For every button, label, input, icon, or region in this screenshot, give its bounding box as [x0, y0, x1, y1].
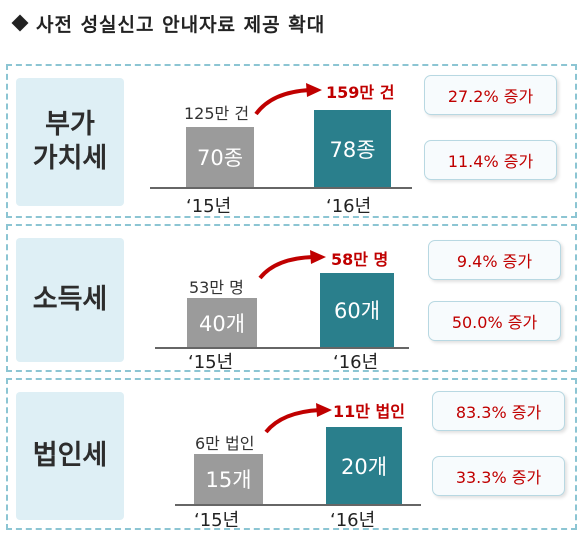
chart-baseline	[150, 187, 412, 189]
growth-arrow-icon	[258, 250, 326, 280]
bar-2015: 70종	[186, 127, 254, 187]
new-value-text: 11만 법인	[333, 402, 405, 421]
year-2015: ‘15년	[194, 510, 240, 531]
diamond-bullet-icon	[11, 14, 29, 32]
increase-badge-top: 27.2% 증가	[424, 75, 557, 115]
increase-badge-bottom: 11.4% 증가	[424, 140, 557, 180]
increase-badge-top: 9.4% 증가	[428, 240, 561, 280]
panel-corporate-tax: 법인세 6만 법인 15개 20개 11만 법인 ‘15년 ‘16년 83.3%…	[6, 378, 577, 531]
bar-2016: 60개	[320, 273, 394, 347]
year-2016: ‘16년	[333, 352, 379, 373]
year-2015: ‘15년	[188, 352, 234, 373]
section-title-text: 사전 성실신고 안내자료 제공 확대	[36, 13, 326, 36]
old-value-text: 53만 명	[189, 278, 244, 297]
chart-baseline	[155, 347, 409, 349]
bar-2015: 40개	[187, 298, 257, 347]
tax-label-vat: 부가 가치세	[16, 78, 124, 206]
year-2015: ‘15년	[186, 196, 232, 217]
increase-badge-bottom: 33.3% 증가	[432, 456, 565, 496]
old-value-text: 125만 건	[184, 104, 250, 123]
bar-2016: 20개	[326, 427, 402, 504]
panel-income-tax: 소득세 53만 명 40개 60개 58만 명 ‘15년 ‘16년 9.4% 증…	[6, 224, 577, 373]
tax-label-income: 소득세	[16, 238, 124, 362]
growth-arrow-icon	[264, 403, 332, 434]
old-value-text: 6만 법인	[195, 434, 255, 453]
panel-vat: 부가 가치세 125만 건 70종 78종 159만 건 ‘15년 ‘16년 2…	[6, 64, 577, 218]
bar-2016: 78종	[314, 110, 391, 187]
growth-arrow-icon	[254, 83, 322, 116]
chart-baseline	[175, 504, 421, 506]
tax-label-corporate: 법인세	[16, 392, 124, 520]
bar-2015: 15개	[194, 454, 263, 504]
new-value-text: 58만 명	[331, 250, 389, 269]
year-2016: ‘16년	[330, 510, 376, 531]
increase-badge-bottom: 50.0% 증가	[428, 301, 561, 341]
year-2016: ‘16년	[326, 196, 372, 217]
increase-badge-top: 83.3% 증가	[432, 391, 565, 431]
new-value-text: 159만 건	[326, 83, 395, 102]
section-title: 사전 성실신고 안내자료 제공 확대	[10, 6, 325, 40]
